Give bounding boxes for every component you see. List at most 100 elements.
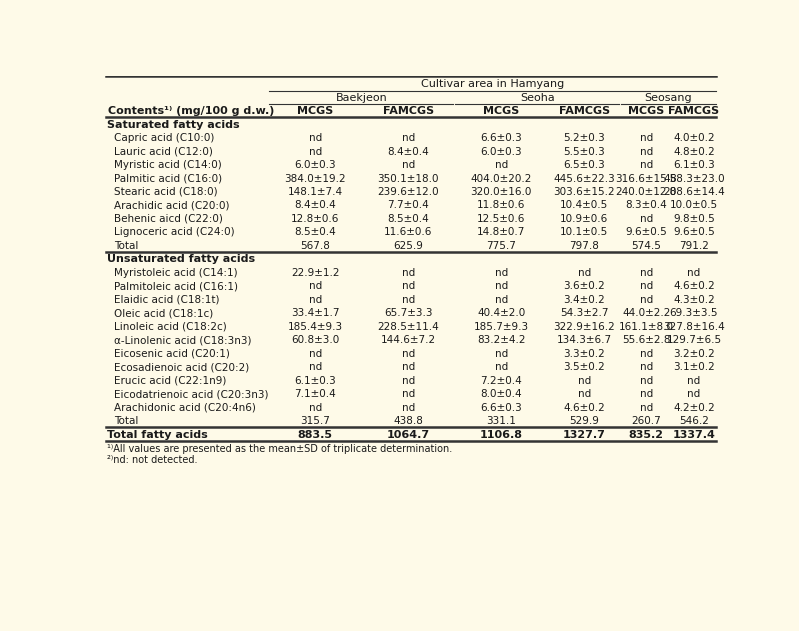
Text: 315.7: 315.7 <box>300 416 330 426</box>
Text: Capric acid (C10:0): Capric acid (C10:0) <box>113 133 214 143</box>
Text: 567.8: 567.8 <box>300 241 330 251</box>
Text: nd: nd <box>402 403 415 413</box>
Text: 8.0±0.4: 8.0±0.4 <box>480 389 522 399</box>
Text: Seosang: Seosang <box>645 93 692 103</box>
Text: nd: nd <box>640 389 653 399</box>
Text: 384.0±19.2: 384.0±19.2 <box>284 174 346 184</box>
Text: 1337.4: 1337.4 <box>673 430 715 440</box>
Text: nd: nd <box>640 268 653 278</box>
Text: nd: nd <box>308 349 322 358</box>
Text: 60.8±3.0: 60.8±3.0 <box>291 335 340 345</box>
Text: α-Linolenic acid (C18:3n3): α-Linolenic acid (C18:3n3) <box>113 335 252 345</box>
Text: 65.7±3.3: 65.7±3.3 <box>384 309 432 318</box>
Text: Myristic acid (C14:0): Myristic acid (C14:0) <box>113 160 221 170</box>
Text: nd: nd <box>495 295 508 305</box>
Text: nd: nd <box>402 375 415 386</box>
Text: MCGS: MCGS <box>297 106 333 116</box>
Text: nd: nd <box>640 281 653 292</box>
Text: Ecosadienoic acid (C20:2): Ecosadienoic acid (C20:2) <box>113 362 249 372</box>
Text: 6.1±0.3: 6.1±0.3 <box>295 375 336 386</box>
Text: 3.4±0.2: 3.4±0.2 <box>563 295 605 305</box>
Text: 8.3±0.4: 8.3±0.4 <box>626 201 667 211</box>
Text: 6.6±0.3: 6.6±0.3 <box>480 133 523 143</box>
Text: Palmitoleic acid (C16:1): Palmitoleic acid (C16:1) <box>113 281 238 292</box>
Text: 4.8±0.2: 4.8±0.2 <box>673 146 715 156</box>
Text: nd: nd <box>578 389 591 399</box>
Text: Stearic acid (C18:0): Stearic acid (C18:0) <box>113 187 217 197</box>
Text: nd: nd <box>640 146 653 156</box>
Text: Oleic acid (C18:1c): Oleic acid (C18:1c) <box>113 309 213 318</box>
Text: 458.3±23.0: 458.3±23.0 <box>663 174 725 184</box>
Text: 3.6±0.2: 3.6±0.2 <box>563 281 605 292</box>
Text: 9.6±0.5: 9.6±0.5 <box>673 227 715 237</box>
Text: nd: nd <box>402 268 415 278</box>
Text: nd: nd <box>402 362 415 372</box>
Text: 9.8±0.5: 9.8±0.5 <box>673 214 715 224</box>
Text: 5.5±0.3: 5.5±0.3 <box>563 146 605 156</box>
Text: 161.1±8.0: 161.1±8.0 <box>618 322 674 332</box>
Text: 574.5: 574.5 <box>631 241 662 251</box>
Text: 322.9±16.2: 322.9±16.2 <box>554 322 615 332</box>
Text: nd: nd <box>308 362 322 372</box>
Text: 835.2: 835.2 <box>629 430 664 440</box>
Text: Saturated fatty acids: Saturated fatty acids <box>107 120 240 129</box>
Text: Baekjeon: Baekjeon <box>336 93 388 103</box>
Text: 83.2±4.2: 83.2±4.2 <box>477 335 526 345</box>
Text: 350.1±18.0: 350.1±18.0 <box>378 174 439 184</box>
Text: 10.9±0.6: 10.9±0.6 <box>560 214 608 224</box>
Text: 148.1±7.4: 148.1±7.4 <box>288 187 343 197</box>
Text: nd: nd <box>495 281 508 292</box>
Text: nd: nd <box>687 268 701 278</box>
Text: Cultivar area in Hamyang: Cultivar area in Hamyang <box>421 79 564 89</box>
Text: 6.5±0.3: 6.5±0.3 <box>563 160 605 170</box>
Text: 12.5±0.6: 12.5±0.6 <box>477 214 526 224</box>
Text: ¹⁾All values are presented as the mean±SD of triplicate determination.: ¹⁾All values are presented as the mean±S… <box>107 444 452 454</box>
Text: 9.6±0.5: 9.6±0.5 <box>626 227 667 237</box>
Text: Arachidic acid (C20:0): Arachidic acid (C20:0) <box>113 201 229 211</box>
Text: Unsaturated fatty acids: Unsaturated fatty acids <box>107 254 255 264</box>
Text: Elaidic acid (C18:1t): Elaidic acid (C18:1t) <box>113 295 219 305</box>
Text: 7.2±0.4: 7.2±0.4 <box>480 375 523 386</box>
Text: nd: nd <box>495 268 508 278</box>
Text: nd: nd <box>640 375 653 386</box>
Text: nd: nd <box>495 362 508 372</box>
Text: MCGS: MCGS <box>628 106 665 116</box>
Text: 1106.8: 1106.8 <box>480 430 523 440</box>
Text: 6.6±0.3: 6.6±0.3 <box>480 403 523 413</box>
Text: Lignoceric acid (C24:0): Lignoceric acid (C24:0) <box>113 227 234 237</box>
Text: 404.0±20.2: 404.0±20.2 <box>471 174 532 184</box>
Text: 260.7: 260.7 <box>631 416 661 426</box>
Text: nd: nd <box>495 160 508 170</box>
Text: Seoha: Seoha <box>520 93 555 103</box>
Text: 883.5: 883.5 <box>298 430 333 440</box>
Text: 316.6±15.8: 316.6±15.8 <box>615 174 677 184</box>
Text: 129.7±6.5: 129.7±6.5 <box>666 335 721 345</box>
Text: nd: nd <box>402 349 415 358</box>
Text: 3.1±0.2: 3.1±0.2 <box>673 362 715 372</box>
Text: 40.4±2.0: 40.4±2.0 <box>477 309 526 318</box>
Text: 445.6±22.3: 445.6±22.3 <box>554 174 615 184</box>
Text: nd: nd <box>495 349 508 358</box>
Text: 33.4±1.7: 33.4±1.7 <box>291 309 340 318</box>
Text: 14.8±0.7: 14.8±0.7 <box>477 227 526 237</box>
Text: 3.5±0.2: 3.5±0.2 <box>563 362 605 372</box>
Text: nd: nd <box>640 362 653 372</box>
Text: FAMCGS: FAMCGS <box>668 106 719 116</box>
Text: nd: nd <box>402 160 415 170</box>
Text: 228.5±11.4: 228.5±11.4 <box>377 322 439 332</box>
Text: nd: nd <box>640 295 653 305</box>
Text: nd: nd <box>640 133 653 143</box>
Text: 185.4±9.3: 185.4±9.3 <box>288 322 343 332</box>
Text: 11.8±0.6: 11.8±0.6 <box>477 201 526 211</box>
Text: MCGS: MCGS <box>483 106 519 116</box>
Text: 546.2: 546.2 <box>679 416 709 426</box>
Text: 4.6±0.2: 4.6±0.2 <box>563 403 605 413</box>
Text: 54.3±2.7: 54.3±2.7 <box>560 309 609 318</box>
Text: nd: nd <box>578 268 591 278</box>
Text: ²⁾nd: not detected.: ²⁾nd: not detected. <box>107 455 197 465</box>
Text: 12.8±0.6: 12.8±0.6 <box>291 214 340 224</box>
Text: 303.6±15.2: 303.6±15.2 <box>554 187 615 197</box>
Text: nd: nd <box>308 295 322 305</box>
Text: nd: nd <box>640 214 653 224</box>
Text: 10.1±0.5: 10.1±0.5 <box>560 227 608 237</box>
